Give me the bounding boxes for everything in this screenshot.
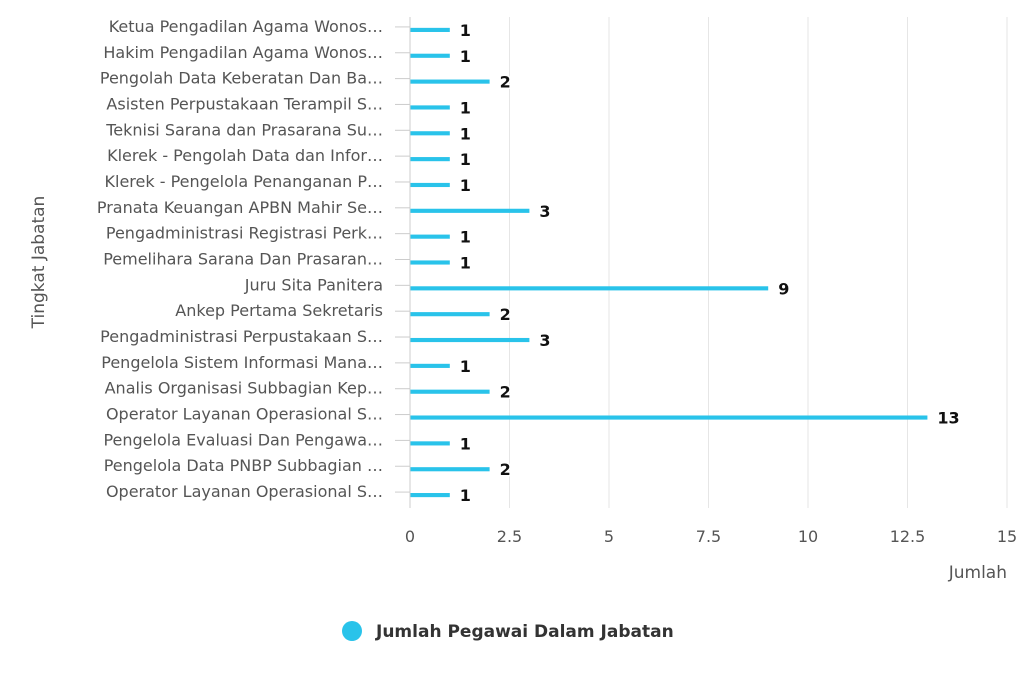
x-tick-label: 0 bbox=[405, 527, 415, 546]
data-label: 2 bbox=[500, 73, 511, 92]
bar[interactable] bbox=[410, 415, 928, 420]
category-label: Asisten Perpustakaan Terampil S… bbox=[106, 94, 383, 113]
category-label: Klerek - Pengelola Penanganan P… bbox=[105, 172, 383, 191]
data-label: 13 bbox=[937, 409, 959, 428]
category-label: Ketua Pengadilan Agama Wonos… bbox=[109, 17, 383, 36]
x-tick-label: 7.5 bbox=[696, 527, 721, 546]
data-label: 2 bbox=[500, 383, 511, 402]
bar[interactable] bbox=[410, 53, 450, 58]
data-label: 1 bbox=[460, 486, 471, 505]
grid-layer bbox=[509, 17, 1008, 508]
x-axis-title: Jumlah bbox=[948, 563, 1007, 583]
category-label: Pengolah Data Keberatan Dan Ba… bbox=[100, 69, 383, 88]
bar[interactable] bbox=[410, 234, 450, 239]
category-label: Klerek - Pengolah Data dan Infor… bbox=[107, 146, 383, 165]
bar[interactable] bbox=[410, 260, 450, 265]
data-label: 1 bbox=[460, 150, 471, 169]
bar[interactable] bbox=[410, 286, 769, 291]
category-label: Pengadministrasi Perpustakaan S… bbox=[100, 327, 383, 346]
bar[interactable] bbox=[410, 363, 450, 368]
bar[interactable] bbox=[410, 27, 450, 32]
data-label: 1 bbox=[460, 21, 471, 40]
bar[interactable] bbox=[410, 389, 490, 394]
bar[interactable] bbox=[410, 441, 450, 446]
category-label: Ankep Pertama Sekretaris bbox=[175, 301, 383, 320]
bar[interactable] bbox=[410, 312, 490, 317]
bar[interactable] bbox=[410, 337, 530, 343]
category-label: Pengelola Evaluasi Dan Pengawa… bbox=[103, 430, 383, 449]
legend-label: Jumlah Pegawai Dalam Jabatan bbox=[375, 622, 674, 642]
bars-layer bbox=[410, 27, 928, 498]
bar[interactable] bbox=[410, 493, 450, 498]
category-label: Pranata Keuangan APBN Mahir Se… bbox=[97, 198, 383, 217]
data-label: 1 bbox=[460, 228, 471, 247]
data-label: 2 bbox=[500, 305, 511, 324]
data-label: 1 bbox=[460, 47, 471, 66]
data-label: 1 bbox=[460, 176, 471, 195]
x-tick-label: 10 bbox=[798, 527, 818, 546]
data-label: 1 bbox=[460, 254, 471, 273]
category-label: Teknisi Sarana dan Prasarana Su… bbox=[105, 120, 383, 139]
category-label: Pengelola Sistem Informasi Mana… bbox=[101, 353, 383, 372]
bar[interactable] bbox=[410, 182, 450, 188]
category-label: Pengelola Data PNBP Subbagian … bbox=[104, 456, 383, 475]
x-tick-label: 2.5 bbox=[497, 527, 522, 546]
data-label: 1 bbox=[460, 124, 471, 143]
category-label: Juru Sita Panitera bbox=[244, 275, 383, 294]
category-label: Hakim Pengadilan Agama Wonos… bbox=[103, 43, 383, 62]
x-tick-label: 12.5 bbox=[890, 527, 926, 546]
category-label: Analis Organisasi Subbagian Kep… bbox=[105, 379, 383, 398]
bar[interactable] bbox=[410, 131, 450, 136]
bar[interactable] bbox=[410, 79, 490, 84]
x-tick-label: 5 bbox=[604, 527, 614, 546]
data-label: 2 bbox=[500, 460, 511, 479]
bar[interactable] bbox=[410, 157, 450, 162]
bar[interactable] bbox=[410, 208, 530, 213]
data-label: 1 bbox=[460, 357, 471, 376]
data-label: 1 bbox=[460, 434, 471, 453]
legend[interactable]: Jumlah Pegawai Dalam Jabatan bbox=[342, 621, 674, 642]
category-label: Operator Layanan Operasional S… bbox=[106, 482, 383, 501]
axes-layer: 0 2.5 5 7.5 10 12.5 15 Ketua Pengadilan Agama W… bbox=[97, 17, 1017, 546]
category-label: Pemelihara Sarana Dan Prasaran… bbox=[103, 250, 383, 269]
data-label: 9 bbox=[778, 279, 789, 298]
legend-swatch bbox=[342, 621, 362, 641]
data-label: 3 bbox=[539, 331, 550, 350]
data-label: 3 bbox=[539, 202, 550, 221]
y-axis-title: Tingkat Jabatan bbox=[29, 196, 49, 330]
x-tick-label: 15 bbox=[997, 527, 1017, 546]
bar[interactable] bbox=[410, 105, 450, 110]
category-label: Pengadministrasi Registrasi Perk… bbox=[106, 224, 383, 243]
bar[interactable] bbox=[410, 467, 490, 472]
category-label: Operator Layanan Operasional S… bbox=[106, 405, 383, 424]
data-label: 1 bbox=[460, 98, 471, 117]
